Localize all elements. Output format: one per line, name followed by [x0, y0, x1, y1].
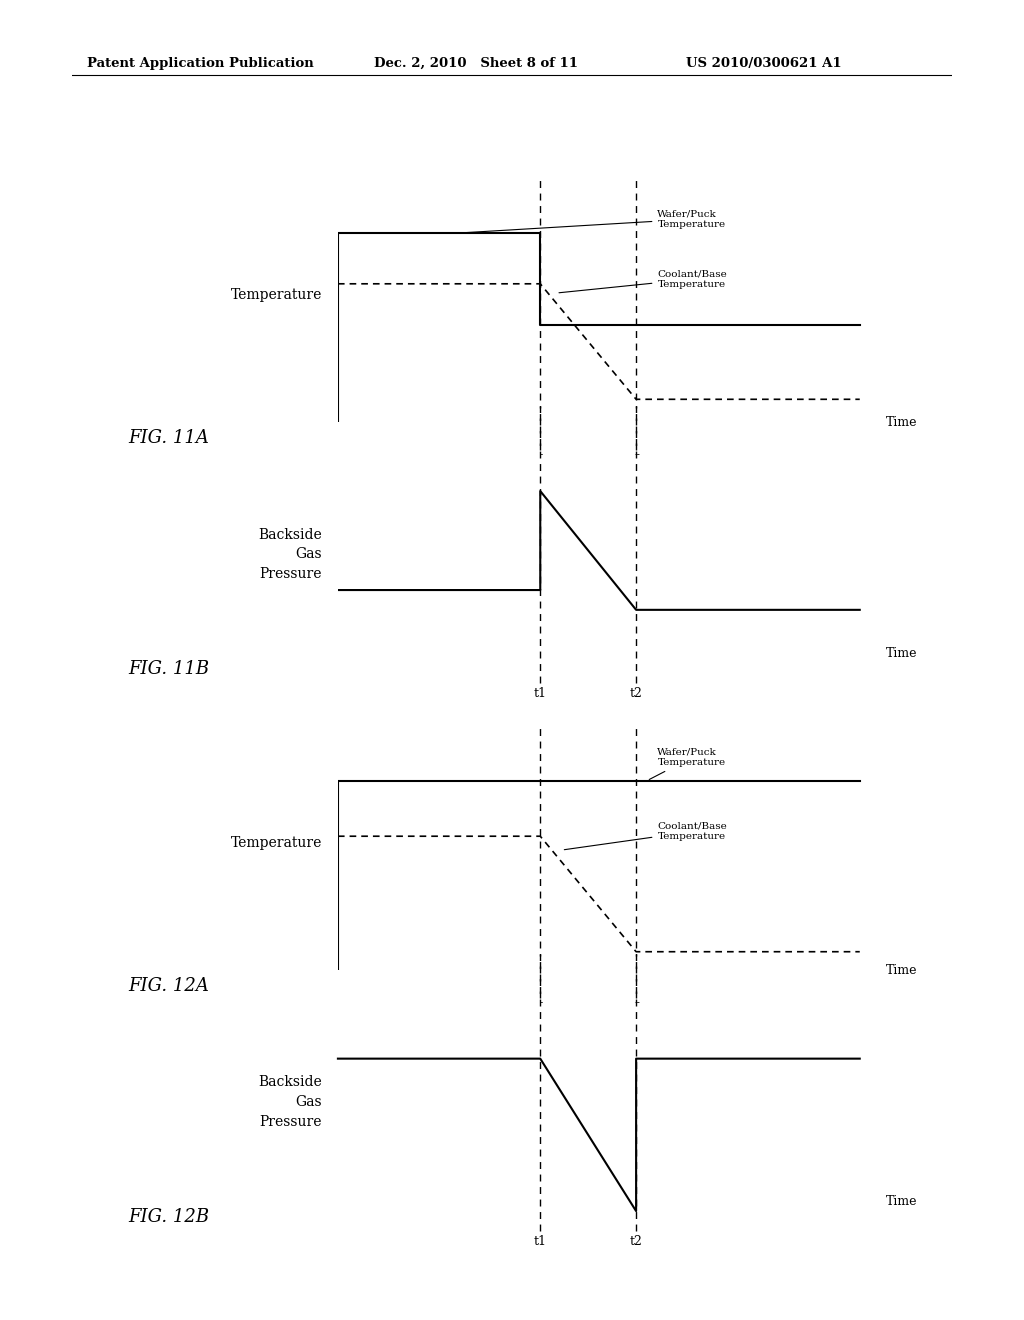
Text: Backside: Backside	[258, 1076, 322, 1089]
Text: Gas: Gas	[295, 1096, 322, 1109]
Text: Temperature: Temperature	[230, 836, 322, 850]
Text: t1: t1	[534, 686, 547, 700]
Text: Time: Time	[887, 1195, 918, 1208]
Text: FIG. 11B: FIG. 11B	[128, 660, 209, 678]
Text: Coolant/Base
Temperature: Coolant/Base Temperature	[559, 269, 727, 293]
Text: t2: t2	[630, 1234, 642, 1247]
Text: Pressure: Pressure	[259, 1115, 322, 1129]
Text: Temperature: Temperature	[230, 288, 322, 302]
Text: US 2010/0300621 A1: US 2010/0300621 A1	[686, 57, 842, 70]
Text: Pressure: Pressure	[259, 568, 322, 581]
Text: t2: t2	[630, 1002, 642, 1015]
Text: FIG. 11A: FIG. 11A	[128, 429, 209, 447]
Text: Gas: Gas	[295, 548, 322, 561]
Text: t1: t1	[534, 1234, 547, 1247]
Text: FIG. 12A: FIG. 12A	[128, 977, 209, 995]
Text: FIG. 12B: FIG. 12B	[128, 1208, 209, 1226]
Text: Wafer/Puck
Temperature: Wafer/Puck Temperature	[649, 748, 726, 780]
Text: Backside: Backside	[258, 528, 322, 541]
Text: t2: t2	[630, 686, 642, 700]
Text: t1: t1	[534, 454, 547, 467]
Text: Wafer/Puck
Temperature: Wafer/Puck Temperature	[462, 210, 726, 232]
Text: t2: t2	[630, 454, 642, 467]
Text: t1: t1	[534, 1002, 547, 1015]
Text: Dec. 2, 2010   Sheet 8 of 11: Dec. 2, 2010 Sheet 8 of 11	[374, 57, 578, 70]
Text: Time: Time	[887, 647, 918, 660]
Text: Time: Time	[887, 964, 918, 977]
Text: Patent Application Publication: Patent Application Publication	[87, 57, 313, 70]
Text: Time: Time	[887, 416, 918, 429]
Text: Coolant/Base
Temperature: Coolant/Base Temperature	[564, 822, 727, 850]
